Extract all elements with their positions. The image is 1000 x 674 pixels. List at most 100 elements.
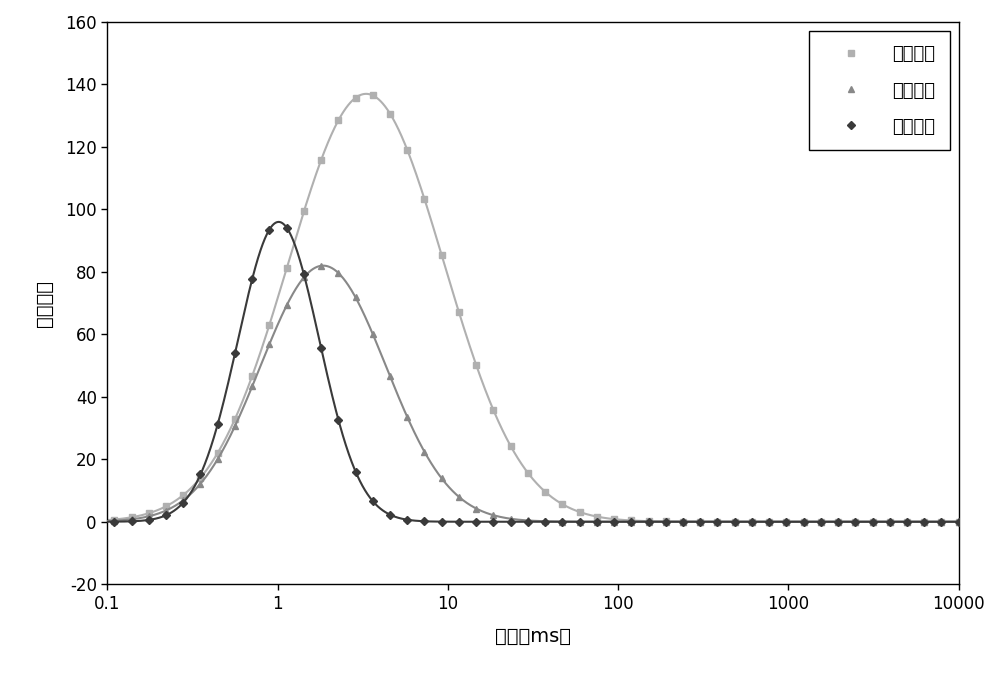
复合酸液 [470,518,482,526]
复合酸液 [332,416,344,424]
混合酸液 [281,301,293,309]
复合酸液 [263,226,275,234]
混合酸液 [487,511,499,519]
混合酸液 [953,518,965,526]
混合酸液 [367,330,379,338]
酸液体系 [694,518,706,526]
复合酸液 [935,518,947,526]
复合酸液 [867,518,879,526]
混合酸液 [263,340,275,348]
酸液体系 [487,406,499,414]
酸液体系 [901,518,913,526]
酸液体系 [298,208,310,216]
混合酸液 [160,506,172,514]
复合酸液 [246,275,258,283]
混合酸液 [815,518,827,526]
酸液体系 [746,518,758,526]
混合酸液 [643,518,655,526]
酸液体系 [418,195,430,203]
混合酸液 [384,372,396,380]
混合酸液 [194,480,206,488]
复合酸液 [591,518,603,526]
混合酸液 [229,422,241,430]
混合酸液 [884,518,896,526]
酸液体系 [229,415,241,423]
酸液体系 [832,518,844,526]
混合酸液 [677,518,689,526]
复合酸液 [729,518,741,526]
复合酸液 [901,518,913,526]
复合酸液 [298,270,310,278]
混合酸液 [746,518,758,526]
复合酸液 [832,518,844,526]
混合酸液 [832,518,844,526]
酸液体系 [281,264,293,272]
混合酸液 [574,518,586,526]
Line: 复合酸液: 复合酸液 [111,224,962,525]
酸液体系 [177,491,189,499]
复合酸液 [625,518,637,526]
复合酸液 [798,518,810,526]
酸液体系 [350,94,362,102]
酸液体系 [143,509,155,517]
复合酸液 [539,518,551,526]
复合酸液 [505,518,517,526]
混合酸液 [711,518,723,526]
Legend: 酸液体系, 混合酸液, 复合酸液: 酸液体系, 混合酸液, 复合酸液 [809,31,950,150]
复合酸液 [401,516,413,524]
混合酸液 [918,518,930,526]
复合酸液 [608,518,620,526]
混合酸液 [539,517,551,525]
复合酸液 [350,468,362,476]
复合酸液 [143,516,155,524]
复合酸液 [522,518,534,526]
混合酸液 [401,413,413,421]
Y-axis label: 孔隙信号: 孔隙信号 [35,280,54,327]
酸液体系 [729,518,741,526]
酸液体系 [108,516,120,524]
酸液体系 [625,516,637,524]
酸液体系 [453,308,465,316]
混合酸液 [608,518,620,526]
酸液体系 [815,518,827,526]
混合酸液 [453,493,465,501]
X-axis label: 时间（ms）: 时间（ms） [495,627,571,646]
混合酸液 [625,518,637,526]
复合酸液 [694,518,706,526]
酸液体系 [246,372,258,380]
复合酸液 [281,224,293,232]
复合酸液 [229,349,241,357]
酸液体系 [194,474,206,482]
复合酸液 [418,517,430,525]
酸液体系 [401,146,413,154]
复合酸液 [212,420,224,428]
混合酸液 [126,515,138,523]
混合酸液 [591,518,603,526]
混合酸液 [108,517,120,525]
复合酸液 [953,518,965,526]
酸液体系 [332,117,344,125]
混合酸液 [522,516,534,524]
酸液体系 [935,518,947,526]
混合酸液 [298,274,310,282]
酸液体系 [849,518,861,526]
混合酸液 [935,518,947,526]
复合酸液 [367,497,379,506]
复合酸液 [453,518,465,526]
复合酸液 [918,518,930,526]
酸液体系 [505,442,517,450]
混合酸液 [798,518,810,526]
酸液体系 [660,518,672,526]
酸液体系 [367,92,379,100]
酸液体系 [953,518,965,526]
混合酸液 [177,496,189,504]
复合酸液 [384,511,396,519]
酸液体系 [643,517,655,525]
混合酸液 [350,293,362,301]
酸液体系 [574,508,586,516]
复合酸液 [556,518,568,526]
酸液体系 [780,518,792,526]
酸液体系 [470,361,482,369]
复合酸液 [815,518,827,526]
混合酸液 [143,512,155,520]
